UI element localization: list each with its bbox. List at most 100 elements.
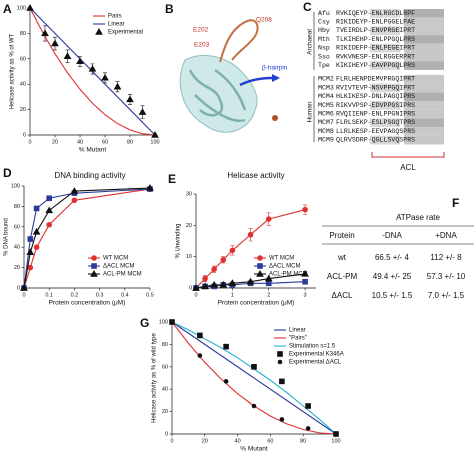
chart-title: DNA binding activity — [54, 171, 125, 180]
sequence: LLRLKESP-EEVPAGQSPRS — [336, 128, 415, 135]
table-header: -DNA — [382, 231, 402, 240]
structure-panel: B E202 Q208 E203 β-hairpin — [165, 2, 288, 133]
y-tick-label: 0 — [17, 285, 20, 291]
y-axis-label: Helicase activity as % of wild type — [152, 332, 158, 422]
x-tick-label: 60 — [102, 139, 108, 145]
marker — [305, 426, 311, 431]
x-tick-label: 3 — [304, 292, 307, 298]
sequence-name: MCM5 — [318, 102, 334, 109]
sequence-name: Nsp — [318, 45, 330, 52]
panel-label: G — [140, 316, 149, 330]
marker — [228, 279, 237, 286]
legend-label: Experimental ΔACL — [289, 360, 342, 366]
marker — [251, 364, 257, 370]
legend-label: ΔACL MCM — [269, 264, 300, 270]
marker — [101, 73, 109, 81]
x-tick-label: 100 — [150, 139, 159, 145]
sequence: KIKIHEYP-EAVPPGQLPRS — [336, 62, 415, 69]
y-tick-label: 40 — [162, 387, 168, 393]
legend-label: Linear — [108, 22, 125, 28]
legend-label: WT MCM — [269, 256, 294, 262]
marker — [279, 417, 285, 422]
x-tick-label: 80 — [127, 139, 133, 145]
column-shade — [404, 109, 444, 119]
marker — [138, 108, 147, 115]
sequence-name: Sso — [318, 53, 330, 60]
row-shade — [370, 101, 400, 110]
panel-label: B — [165, 2, 174, 16]
x-tick-label: 40 — [235, 438, 241, 444]
x-tick-label: 0.3 — [96, 292, 104, 298]
marker — [246, 277, 255, 285]
series-line — [23, 188, 151, 289]
x-tick-label: 80 — [300, 438, 306, 444]
marker — [211, 266, 217, 273]
marker — [63, 52, 72, 59]
marker — [71, 197, 78, 204]
protein-helix — [188, 68, 247, 123]
y-tick-label: 20 — [186, 223, 192, 229]
marker — [41, 29, 49, 37]
sequence: RIKVVPSP-EDVPPGSIPRS — [336, 102, 415, 109]
marker — [210, 280, 219, 288]
acl-loop — [219, 19, 259, 63]
marker — [229, 247, 236, 254]
marker — [70, 187, 79, 194]
sequence: FLRLHENPDEMVPRGQIPRT — [336, 76, 415, 83]
marker — [223, 343, 229, 350]
residue-label: E203 — [194, 42, 210, 49]
legend-marker — [91, 263, 97, 269]
residue-label: Q208 — [256, 17, 272, 24]
column-shade — [404, 83, 444, 93]
legend-marker — [257, 255, 263, 261]
x-axis-label: Protein concentration (μM) — [49, 300, 126, 307]
marker — [45, 206, 54, 214]
marker — [197, 332, 203, 339]
legend-label: ACL-PM MCM — [269, 272, 308, 278]
x-tick-label: 0.1 — [45, 292, 53, 298]
hairpin-label: β-hairpin — [262, 65, 288, 72]
panel-label: F — [452, 196, 459, 210]
column-shade — [404, 135, 444, 145]
marker — [126, 95, 134, 103]
marker — [33, 244, 40, 250]
sequence-name: Afu — [318, 10, 330, 17]
marker — [265, 216, 272, 222]
table-cell: ΔACL — [332, 291, 353, 300]
marker — [219, 280, 228, 288]
sequence: FLRLSEKP-ESLPSGQTPRS — [336, 119, 415, 126]
y-tick-label: 0 — [189, 285, 192, 291]
column-shade — [404, 127, 444, 136]
panel-label: D — [3, 166, 12, 180]
marker — [197, 353, 203, 358]
panel-label: A — [3, 2, 12, 16]
marker — [279, 378, 285, 385]
y-tick-label: 0 — [165, 431, 168, 437]
table-cell: 7.0 +/- 1.5 — [428, 291, 465, 300]
marker — [333, 431, 339, 437]
row-shade — [370, 9, 400, 18]
legend-marker — [257, 263, 263, 269]
marker — [202, 275, 208, 282]
y-tick-label: 40 — [20, 82, 26, 88]
legend-label: Linear — [289, 328, 306, 334]
protein-body — [179, 55, 258, 133]
row-shade — [370, 61, 400, 70]
sequence: TVEIRDLP-ENVPRGEIPRT — [336, 27, 415, 34]
sequence-name: Tpe — [318, 62, 330, 69]
x-tick-label: 20 — [202, 438, 208, 444]
table-cell: 57.3 +/- 10 — [427, 272, 466, 281]
marker — [26, 248, 35, 255]
x-axis-label: % Mutant — [79, 147, 107, 154]
column-shade — [404, 43, 444, 53]
sequence: RVKVNESP-ENLRGGERPRT — [336, 53, 415, 60]
marker — [247, 231, 254, 238]
y-tick-label: 40 — [14, 245, 20, 251]
x-tick-label: 0.2 — [71, 292, 79, 298]
legend-marker — [95, 27, 103, 35]
legend-label: "Pairs" — [289, 336, 307, 342]
column-shade — [404, 118, 444, 128]
marker — [220, 257, 227, 263]
column-shade — [404, 101, 444, 110]
marker — [223, 379, 229, 384]
